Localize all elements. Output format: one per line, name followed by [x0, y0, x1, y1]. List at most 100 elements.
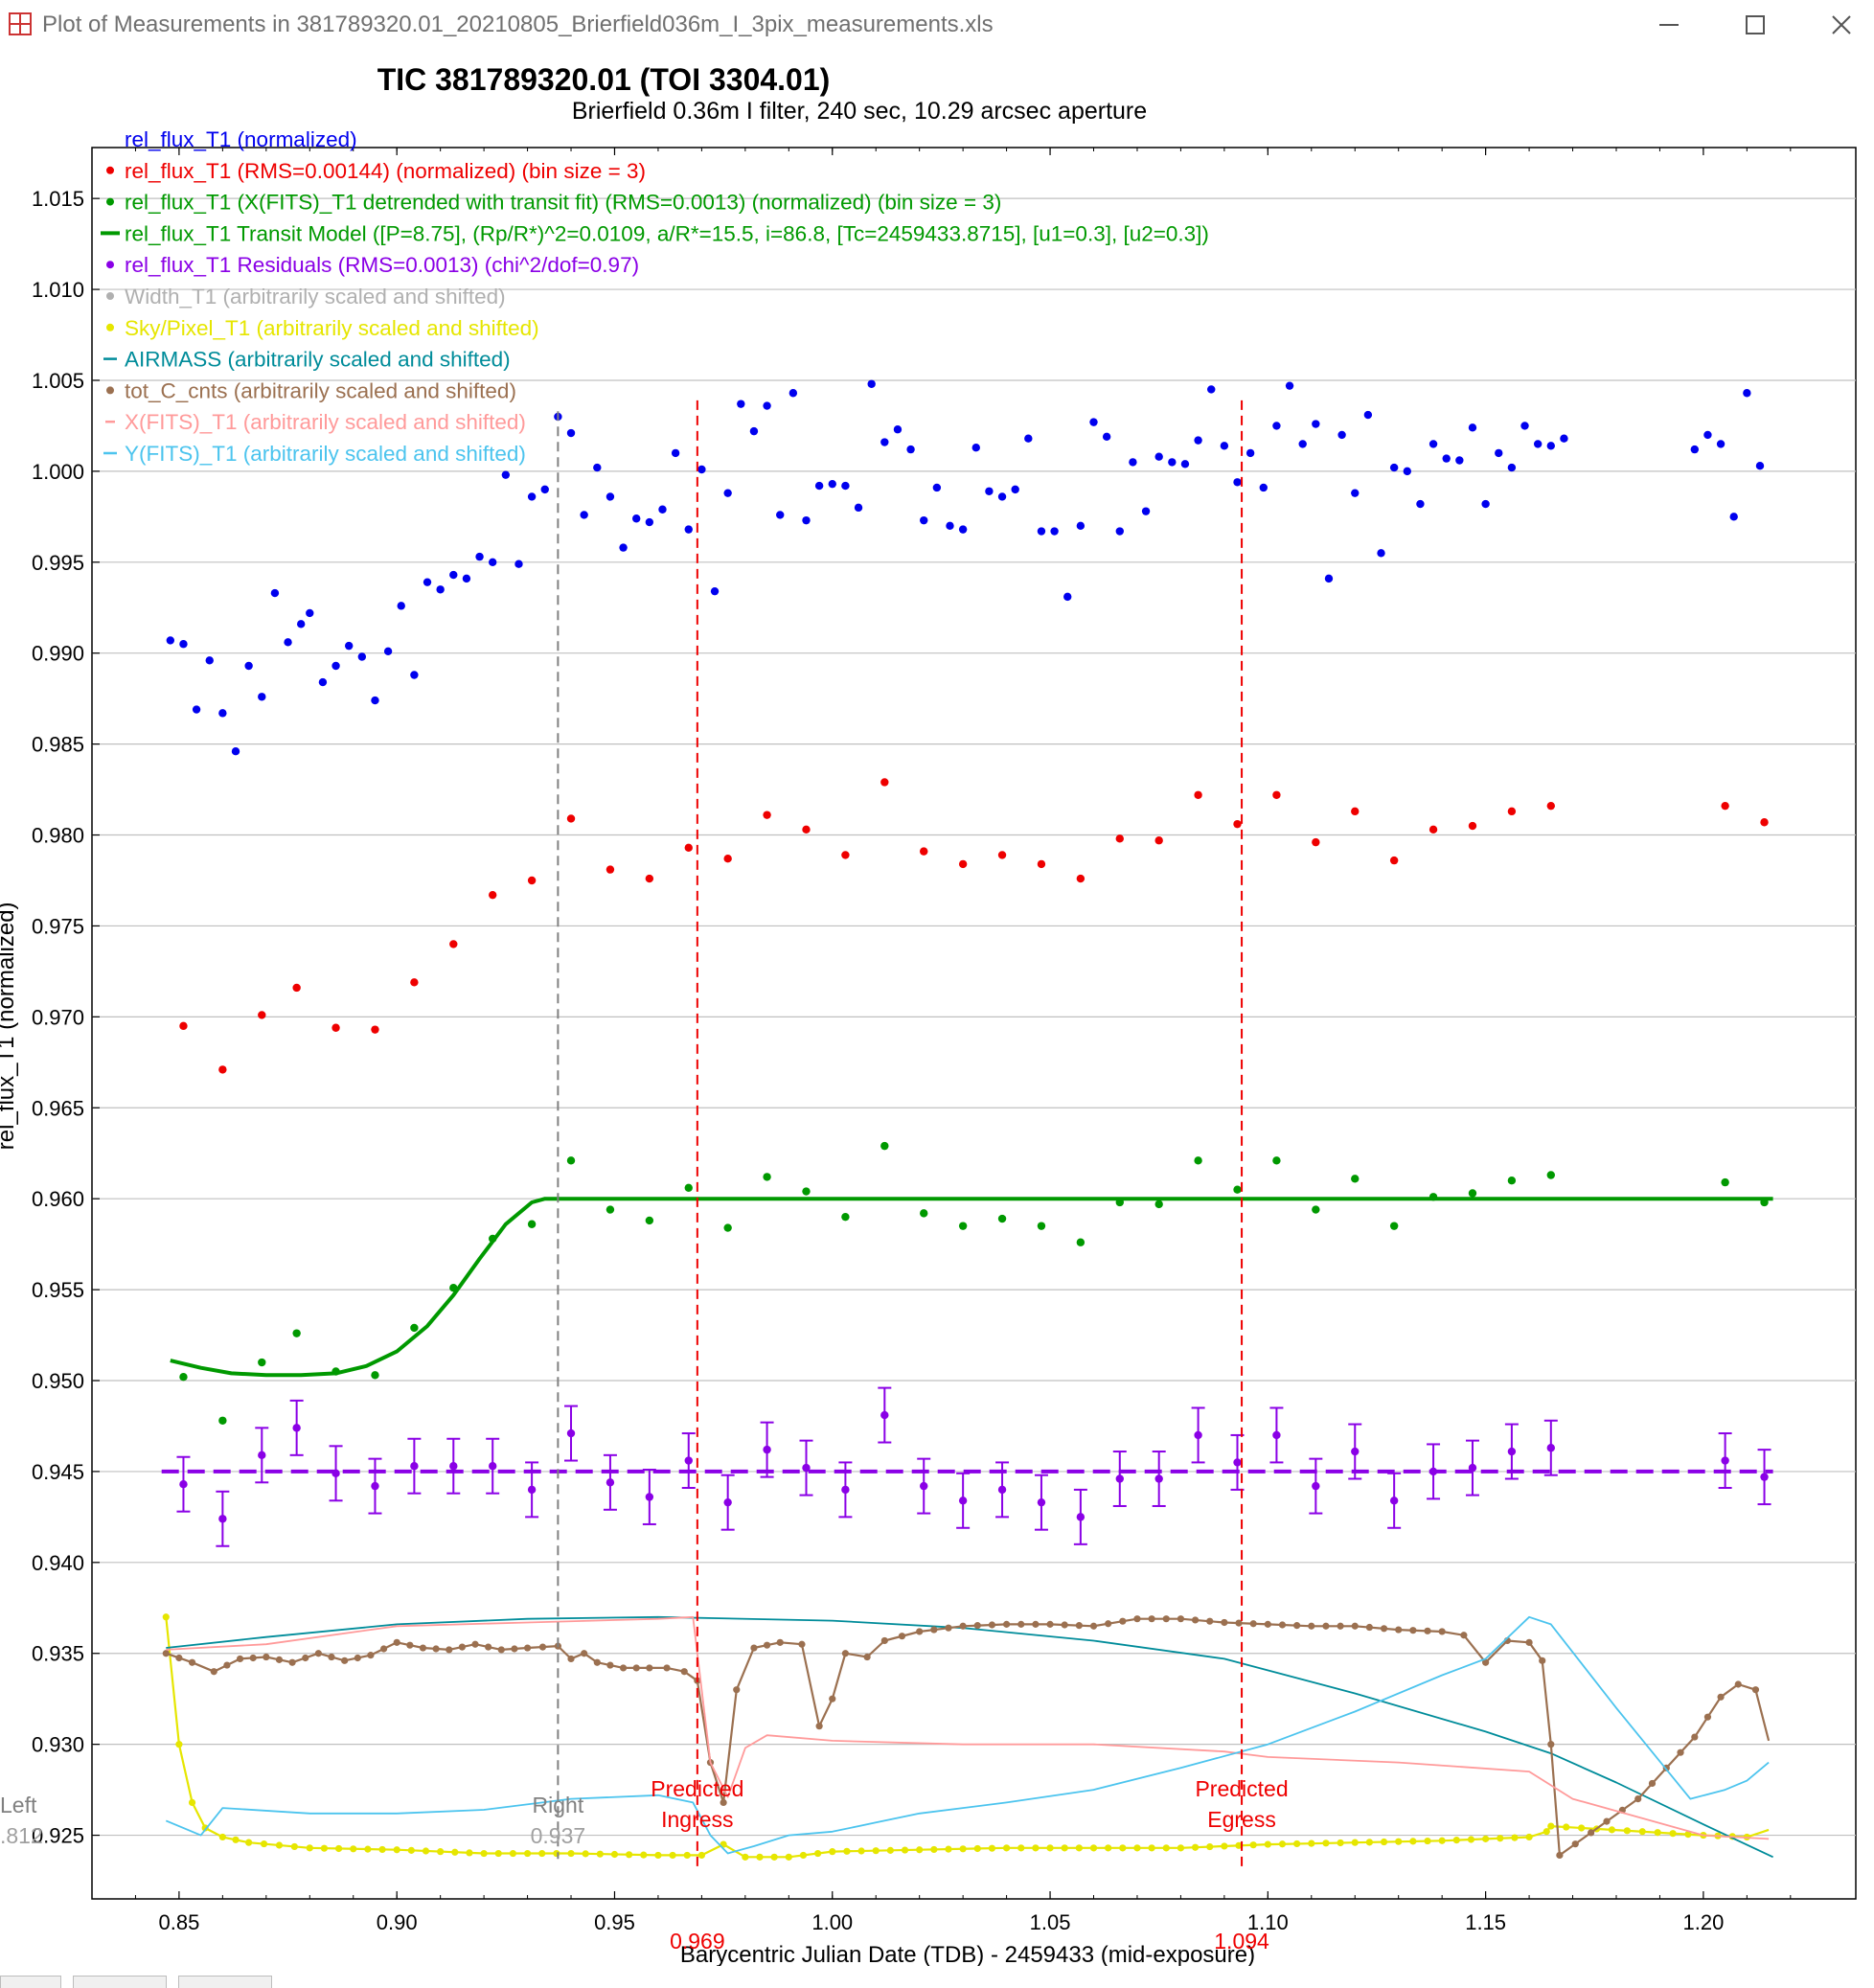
data-point — [581, 1650, 588, 1657]
data-point — [1481, 499, 1490, 509]
data-point — [566, 814, 576, 823]
data-point — [296, 620, 306, 628]
data-point — [1235, 1619, 1243, 1627]
data-point — [1050, 527, 1059, 536]
data-point — [958, 1222, 968, 1230]
legend-label: rel_flux_T1 (X(FITS)_T1 detrended with t… — [125, 191, 1001, 215]
data-point — [566, 428, 576, 438]
data-point — [1308, 1622, 1315, 1630]
data-point — [1089, 1844, 1098, 1852]
data-point — [1497, 1835, 1504, 1842]
series-line — [166, 1615, 1770, 1840]
data-point — [1571, 1840, 1579, 1848]
data-point — [1075, 1622, 1083, 1630]
data-point — [1037, 859, 1046, 869]
grid-lines — [92, 197, 1856, 1837]
data-point — [306, 608, 314, 618]
data-point — [383, 647, 393, 656]
data-point — [1312, 420, 1320, 428]
data-point — [1180, 460, 1190, 468]
data-point — [1547, 1741, 1555, 1748]
data-point — [538, 1849, 546, 1858]
data-point — [1177, 1844, 1185, 1852]
data-point — [1011, 485, 1019, 494]
data-point — [1588, 1829, 1595, 1837]
data-point — [946, 521, 954, 531]
data-point — [723, 1497, 732, 1507]
chart-subtitle: Brierfield 0.36m I filter, 240 sec, 10.2… — [572, 98, 1147, 125]
data-point — [1389, 1222, 1399, 1230]
data-point — [737, 400, 745, 408]
close-button[interactable] — [1813, 6, 1870, 44]
data-point — [841, 1212, 850, 1222]
data-point — [683, 1851, 691, 1860]
data-point — [523, 1644, 532, 1652]
data-point — [886, 1846, 894, 1854]
data-point — [1017, 1620, 1025, 1628]
data-point — [1105, 1844, 1112, 1852]
data-point — [1154, 1200, 1163, 1209]
data-point — [763, 811, 771, 819]
light-curve-chart: TIC 381789320.01 (TOI 3304.01)Brierfield… — [0, 62, 1857, 1966]
data-point — [1162, 1844, 1170, 1852]
marker-label-mid: Egress — [1207, 1807, 1276, 1832]
data-point — [1452, 1837, 1460, 1844]
data-point — [218, 1065, 227, 1074]
data-point — [867, 379, 876, 388]
bottom-tab[interactable] — [178, 1976, 272, 1988]
data-point — [1322, 1839, 1330, 1847]
x-tick-label: 0.95 — [594, 1910, 635, 1934]
data-point — [393, 1638, 400, 1646]
data-point — [710, 586, 720, 596]
data-point — [258, 1451, 266, 1460]
data-point — [1648, 1779, 1657, 1788]
data-point — [1760, 818, 1769, 827]
data-point — [1543, 1828, 1550, 1836]
data-point — [920, 515, 928, 525]
minimize-button[interactable] — [1640, 6, 1698, 44]
data-point — [1507, 807, 1517, 816]
data-point — [331, 1023, 340, 1032]
data-point — [1684, 1831, 1692, 1839]
data-point — [344, 641, 354, 651]
legend: rel_flux_T1 (normalized) rel_flux_T1 (RMS… — [101, 127, 1209, 466]
data-point — [371, 1481, 379, 1491]
data-point — [1751, 1686, 1760, 1694]
y-tick-label: 0.985 — [32, 733, 84, 757]
data-point — [1482, 1658, 1490, 1666]
data-point — [275, 1841, 284, 1849]
bottom-tab[interactable] — [0, 1976, 61, 1988]
data-point — [958, 1497, 968, 1505]
data-point — [1511, 1834, 1519, 1841]
data-point — [410, 671, 419, 679]
data-point — [645, 517, 654, 527]
data-point — [1351, 1175, 1360, 1183]
data-point — [671, 448, 680, 458]
data-point — [423, 578, 432, 586]
y-tick-label: 0.995 — [32, 551, 84, 575]
data-point — [231, 747, 240, 756]
data-point — [776, 511, 785, 519]
bottom-tab[interactable] — [73, 1976, 167, 1988]
data-point — [593, 1658, 601, 1666]
legend-marker — [106, 166, 114, 174]
data-point — [1133, 1615, 1141, 1623]
y-axis-label: rel_flux_T1 (normalized) — [0, 902, 19, 1150]
data-point — [880, 1636, 888, 1645]
data-point — [1194, 790, 1202, 799]
data-point — [646, 1664, 653, 1672]
data-point — [292, 983, 301, 993]
x-tick-label: 1.10 — [1247, 1910, 1289, 1934]
data-point — [527, 492, 537, 501]
data-point — [841, 1650, 850, 1657]
legend-marker — [106, 386, 114, 395]
maximize-button[interactable] — [1726, 6, 1784, 44]
data-point — [582, 1850, 589, 1858]
series-line — [165, 1615, 1770, 1855]
data-point — [527, 1220, 537, 1228]
data-point — [1298, 440, 1307, 448]
data-point — [1507, 1176, 1517, 1185]
data-point — [720, 1798, 727, 1806]
legend-label: rel_flux_T1 (normalized) — [125, 127, 357, 151]
data-point — [841, 481, 850, 491]
